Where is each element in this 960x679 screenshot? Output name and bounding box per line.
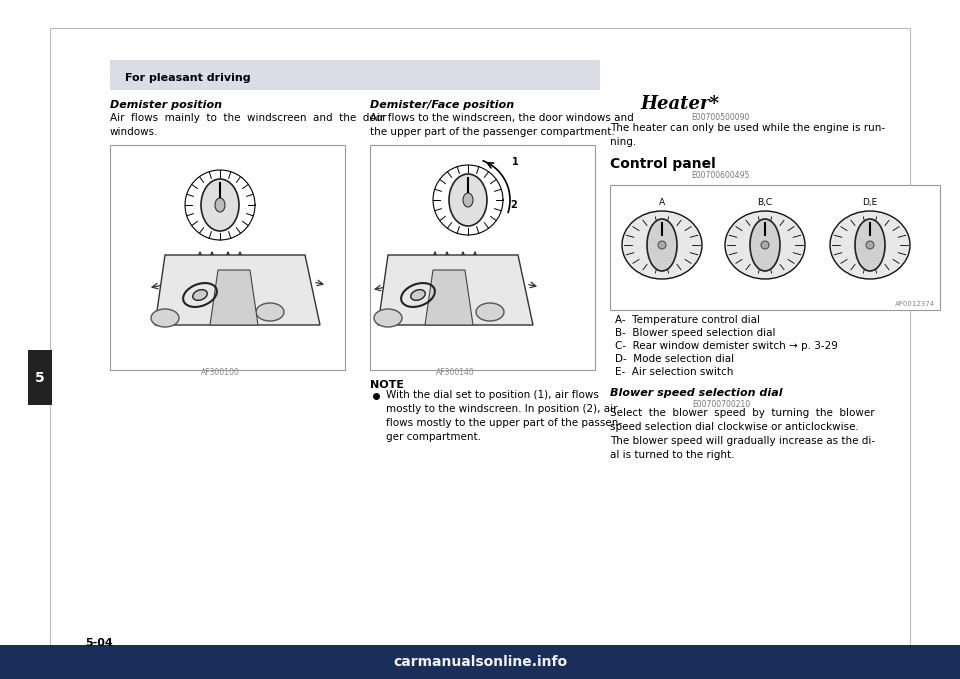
Text: A-  Temperature control dial: A- Temperature control dial	[615, 315, 760, 325]
Text: With the dial set to position (1), air flows
mostly to the windscreen. In positi: With the dial set to position (1), air f…	[386, 390, 622, 442]
Text: The heater can only be used while the engine is run-
ning.: The heater can only be used while the en…	[610, 123, 885, 147]
Ellipse shape	[725, 211, 805, 279]
Text: Air flows to the windscreen, the door windows and
the upper part of the passenge: Air flows to the windscreen, the door wi…	[370, 113, 634, 137]
Text: Blower speed selection dial: Blower speed selection dial	[610, 388, 782, 398]
Text: carmanualsonline.info: carmanualsonline.info	[393, 655, 567, 669]
Bar	[148, 248, 338, 343]
Text: E-  Air selection switch: E- Air selection switch	[615, 367, 733, 377]
Text: Heater*: Heater*	[640, 95, 719, 113]
Text: Select  the  blower  speed  by  turning  the  blower
speed selection dial clockw: Select the blower speed by turning the b…	[610, 408, 876, 460]
Text: A: A	[659, 198, 665, 207]
Text: 1: 1	[512, 157, 518, 167]
Bar	[0, 645, 960, 679]
Ellipse shape	[374, 309, 402, 327]
Ellipse shape	[463, 193, 473, 207]
Ellipse shape	[830, 211, 910, 279]
Text: NOTE: NOTE	[370, 380, 404, 390]
Text: B,C: B,C	[757, 198, 773, 207]
Polygon shape	[425, 270, 473, 325]
Bar	[28, 350, 52, 405]
Bar	[110, 145, 345, 370]
Ellipse shape	[750, 219, 780, 271]
Ellipse shape	[658, 241, 666, 249]
Ellipse shape	[201, 179, 239, 231]
Ellipse shape	[866, 241, 874, 249]
Text: AF300100: AF300100	[201, 368, 239, 377]
Ellipse shape	[449, 174, 487, 226]
Ellipse shape	[215, 198, 225, 212]
Bar	[50, 28, 910, 648]
Text: 5-04: 5-04	[85, 638, 112, 648]
Text: AP0012374: AP0012374	[895, 301, 935, 307]
Ellipse shape	[151, 309, 179, 327]
Text: For pleasant driving: For pleasant driving	[125, 73, 251, 83]
Ellipse shape	[476, 303, 504, 321]
Ellipse shape	[855, 219, 885, 271]
Text: 2: 2	[510, 200, 516, 210]
Text: E00700500090: E00700500090	[691, 113, 750, 122]
Text: E00700700210: E00700700210	[692, 400, 750, 409]
Polygon shape	[378, 255, 533, 325]
Text: E00700600495: E00700600495	[691, 171, 750, 180]
Text: Demister position: Demister position	[110, 100, 222, 110]
Ellipse shape	[761, 241, 769, 249]
Polygon shape	[155, 255, 320, 325]
Bar	[610, 185, 940, 310]
Ellipse shape	[622, 211, 702, 279]
Text: Demister/Face position: Demister/Face position	[370, 100, 515, 110]
Ellipse shape	[647, 219, 677, 271]
Text: Control panel: Control panel	[610, 157, 716, 171]
Text: B-  Blower speed selection dial: B- Blower speed selection dial	[615, 328, 776, 338]
Ellipse shape	[411, 290, 425, 300]
Bar	[370, 145, 595, 370]
Ellipse shape	[193, 290, 207, 300]
Text: 5: 5	[36, 371, 45, 385]
Bar	[110, 60, 600, 90]
Ellipse shape	[256, 303, 284, 321]
Text: D,E: D,E	[862, 198, 877, 207]
Text: Air  flows  mainly  to  the  windscreen  and  the  door
windows.: Air flows mainly to the windscreen and t…	[110, 113, 387, 137]
Polygon shape	[210, 270, 258, 325]
Text: AF300140: AF300140	[436, 368, 474, 377]
Text: C-  Rear window demister switch → p. 3-29: C- Rear window demister switch → p. 3-29	[615, 341, 838, 351]
Text: D-  Mode selection dial: D- Mode selection dial	[615, 354, 734, 364]
